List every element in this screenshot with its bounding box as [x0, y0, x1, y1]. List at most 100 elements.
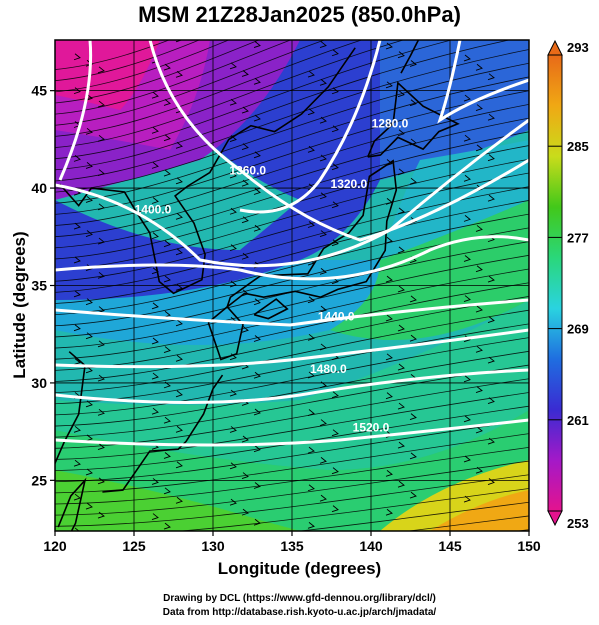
streamline-arrow [85, 434, 93, 442]
streamline-arrow [307, 221, 315, 228]
streamline-arrow [409, 295, 417, 303]
streamline-arrow [463, 455, 471, 463]
streamline [55, 40, 511, 171]
streamline-arrow [385, 508, 393, 516]
streamline-arrow [85, 59, 93, 67]
streamline-arrow [475, 386, 483, 394]
streamline-arrow [475, 63, 483, 71]
streamline-arrow [229, 171, 237, 179]
streamline-arrow [241, 472, 249, 479]
contour-label: 1320.0 [331, 177, 368, 191]
streamline-arrow [463, 255, 471, 262]
streamline-arrow [73, 155, 81, 162]
contour-label: 1440.0 [318, 310, 355, 324]
coastline-sakhalin [400, 40, 420, 74]
streamline-arrow [307, 484, 315, 492]
streamline-arrow [397, 168, 405, 176]
streamline-arrow [307, 296, 315, 304]
streamline [55, 40, 171, 70]
streamline-arrow [385, 81, 393, 89]
streamline-arrow [163, 204, 171, 212]
streamline-arrow [73, 222, 81, 230]
streamline-arrow [475, 104, 483, 111]
x-tick-label: 120 [43, 538, 67, 554]
streamline-arrow [85, 400, 93, 408]
streamline-arrow [475, 466, 483, 474]
streamline-arrow [397, 402, 405, 410]
streamline-arrow [175, 390, 183, 398]
streamline-arrow [73, 459, 81, 467]
streamline-arrow [307, 108, 315, 116]
x-tick-label: 130 [201, 538, 225, 554]
streamline-arrow [229, 244, 237, 252]
streamline-arrow [85, 502, 93, 510]
streamline-arrow [409, 99, 417, 107]
streamline [55, 378, 529, 449]
streamline [55, 40, 326, 126]
streamline-arrow [97, 203, 105, 211]
streamline [55, 40, 230, 93]
streamline-arrow [151, 478, 159, 485]
streamline-arrow [163, 346, 171, 353]
streamline-arrow [151, 91, 159, 99]
colorbar-max-arrow [547, 39, 563, 56]
coastline-shikoku [253, 298, 289, 320]
streamline-arrow [332, 12, 338, 18]
contour-labels: 1280.0 1320.0 1360.0 1400.0 1440.0 1480.0 1520… [135, 117, 409, 435]
streamline [55, 186, 529, 293]
contour-line [55, 418, 529, 447]
streamline-arrow [385, 275, 393, 283]
streamline-arrow [319, 41, 327, 48]
streamline-arrow [151, 197, 159, 204]
streamline [55, 392, 529, 460]
streamline [406, 515, 529, 531]
streamline-arrow [463, 54, 471, 62]
streamline-arrow [385, 236, 393, 244]
streamline-arrow [397, 285, 405, 293]
streamline-arrow [163, 416, 171, 424]
streamline-arrow [397, 207, 405, 215]
x-tick-label: 140 [359, 538, 383, 554]
streamline-arrow [475, 305, 483, 313]
streamline [55, 104, 529, 226]
streamline-arrow [409, 177, 417, 185]
contour-label: 1520.0 [353, 421, 390, 435]
streamline-arrow [307, 446, 315, 454]
streamline-arrow [487, 316, 495, 324]
streamline-arrow [463, 415, 471, 423]
streamline [55, 62, 529, 193]
streamline-arrow [307, 70, 315, 78]
streamline-arrow [397, 90, 405, 98]
streamline-arrow [241, 325, 249, 333]
contour-line [55, 235, 529, 281]
streamline-arrow [331, 201, 339, 209]
streamline-arrow [151, 337, 159, 345]
streamline [55, 460, 529, 516]
y-tick-label: 40 [31, 180, 47, 196]
streamline-arrow [73, 425, 81, 433]
streamline-arrow [85, 366, 93, 374]
streamline-arrow [319, 116, 327, 124]
contour-line [437, 40, 529, 124]
contour-line [148, 40, 529, 242]
streamline-arrow [331, 467, 339, 475]
streamline-arrow [409, 413, 417, 421]
contour-line [239, 40, 382, 214]
streamline-arrow [487, 478, 495, 485]
colorbar-tick-label: 277 [567, 230, 589, 245]
y-axis: 25 30 35 40 45 [31, 83, 55, 488]
streamline-arrow [487, 437, 495, 445]
streamline-arrow [151, 126, 159, 134]
streamline-arrow [331, 125, 339, 133]
streamline-arrow [241, 143, 249, 151]
streamline-arrow [175, 354, 183, 362]
streamline-arrow [175, 212, 183, 220]
streamline-arrow [385, 470, 393, 477]
streamline-arrow [331, 505, 339, 513]
streamline [55, 433, 529, 494]
streamline-arrow [475, 426, 483, 434]
streamline-arrow [397, 441, 405, 449]
y-tick-label: 25 [31, 472, 47, 488]
streamline-arrow [97, 271, 105, 279]
contour-label: 1280.0 [372, 117, 409, 131]
